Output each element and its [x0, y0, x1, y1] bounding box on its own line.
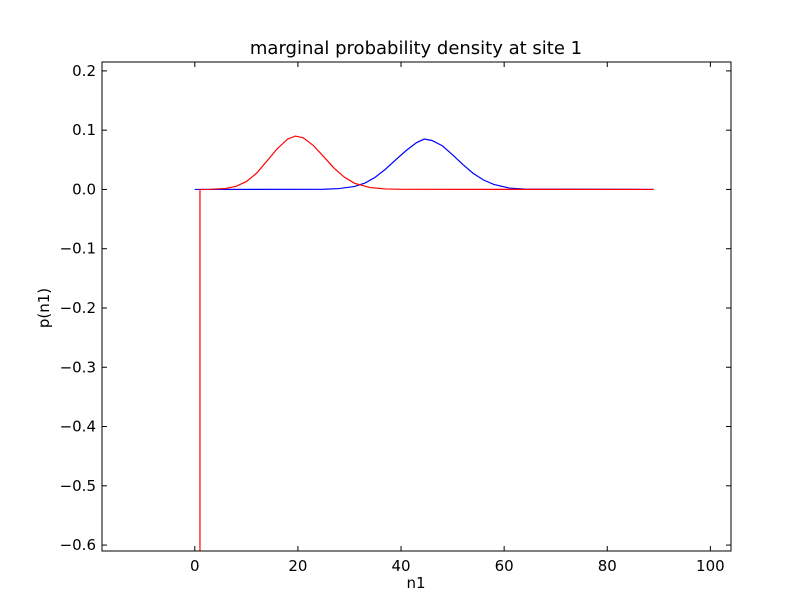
y-tick-label: −0.3 [60, 358, 96, 376]
chart-title: marginal probability density at site 1 [250, 38, 582, 59]
y-tick-label: 0.1 [72, 121, 96, 139]
y-tick-label: −0.1 [60, 240, 96, 258]
x-axis-label: n1 [406, 574, 425, 592]
x-tick-label: 60 [495, 557, 514, 575]
x-tick-label: 20 [288, 557, 307, 575]
y-axis-label: p(n1) [35, 288, 53, 328]
axes-frame [101, 61, 732, 552]
x-tick-label: 100 [696, 557, 725, 575]
plot-area: 0 20 40 60 80 100 −0.6 −0.5 −0.4 −0.3 −0.2 −0.1 0.0 0… [60, 61, 732, 575]
y-tick-label: −0.5 [60, 477, 96, 495]
series-line-2 [199, 135, 654, 551]
y-tick-label: −0.4 [60, 418, 96, 436]
x-tick-label: 80 [598, 557, 617, 575]
y-tick-label: 0.0 [72, 180, 96, 198]
series-line-1 [194, 138, 654, 191]
y-tick-label: −0.6 [60, 536, 96, 554]
y-tick-label: −0.2 [60, 299, 96, 317]
y-tick-label: 0.2 [72, 62, 96, 80]
x-tick-label: 0 [190, 557, 200, 575]
x-tick-label: 40 [391, 557, 410, 575]
